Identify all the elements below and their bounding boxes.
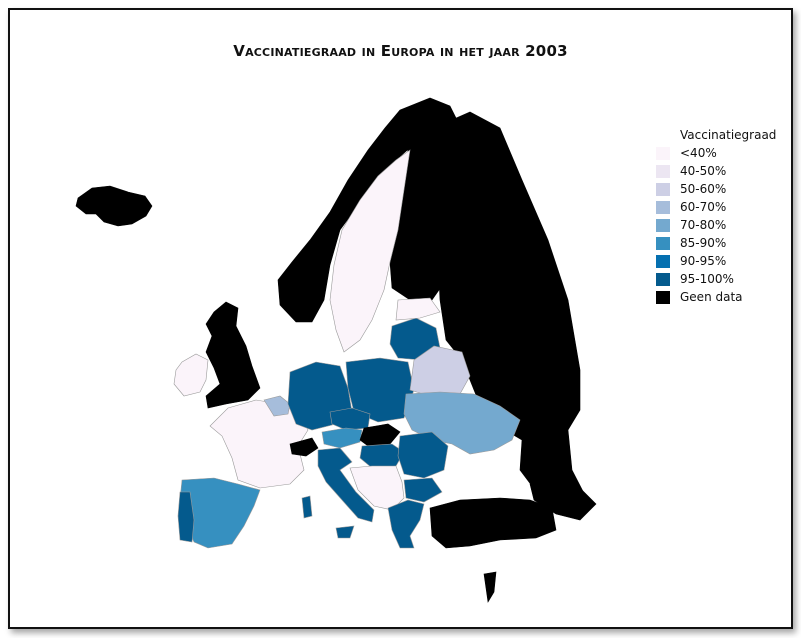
legend-item: 40-50%	[656, 162, 776, 180]
legend-item: 85-90%	[656, 234, 776, 252]
legend-label: 85-90%	[680, 236, 727, 250]
region-caucasus	[529, 479, 597, 521]
legend-label: 70-80%	[680, 218, 727, 232]
legend-item: <40%	[656, 144, 776, 162]
region-belgium	[263, 395, 291, 417]
legend-item: Geen data	[656, 288, 776, 306]
region-bulgaria	[403, 477, 443, 503]
map-title: Vaccinatiegraad in Europa in het jaar 20…	[233, 42, 568, 60]
legend-swatch	[656, 164, 670, 178]
legend-label: 60-70%	[680, 200, 727, 214]
region-portugal	[177, 491, 195, 543]
legend-swatch	[656, 254, 670, 268]
legend-title: Vaccinatiegraad	[680, 128, 777, 142]
legend-swatch	[656, 272, 670, 286]
region-iceland	[75, 185, 153, 227]
legend-swatch	[656, 200, 670, 214]
legend-label: 95-100%	[680, 272, 734, 286]
legend-swatch	[656, 146, 670, 160]
region-poland	[345, 357, 415, 423]
legend-item: 50-60%	[656, 180, 776, 198]
region-balkans	[349, 465, 405, 511]
legend-item: 60-70%	[656, 198, 776, 216]
legend-label: 50-60%	[680, 182, 727, 196]
region-united-kingdom	[205, 301, 261, 409]
legend-label: Geen data	[680, 290, 743, 304]
region-sicily	[335, 525, 355, 539]
region-sweden	[329, 149, 411, 353]
region-latvia	[395, 297, 441, 321]
region-romania	[397, 431, 449, 479]
legend-swatch	[656, 290, 670, 304]
region-greece	[387, 499, 425, 549]
legend-item: 95-100%	[656, 270, 776, 288]
legend-label: 40-50%	[680, 164, 727, 178]
region-italy	[317, 447, 375, 523]
legend-swatch	[656, 218, 670, 232]
map-legend: Vaccinatiegraad <40% 40-50% 50-60% 60-70% 70…	[656, 126, 776, 306]
region-hungary	[359, 443, 405, 469]
legend-label: 90-95%	[680, 254, 727, 268]
legend-item: 90-95%	[656, 252, 776, 270]
region-cyprus	[483, 571, 497, 603]
legend-label: <40%	[680, 146, 717, 160]
region-turkey	[429, 497, 557, 549]
region-sardinia	[301, 495, 313, 519]
legend-swatch	[656, 236, 670, 250]
region-switzerland	[289, 437, 319, 457]
region-austria	[321, 427, 363, 449]
legend-item: 70-80%	[656, 216, 776, 234]
region-belarus	[409, 345, 471, 397]
legend-swatch	[656, 182, 670, 196]
region-norway	[277, 97, 461, 323]
region-ireland	[173, 353, 209, 397]
